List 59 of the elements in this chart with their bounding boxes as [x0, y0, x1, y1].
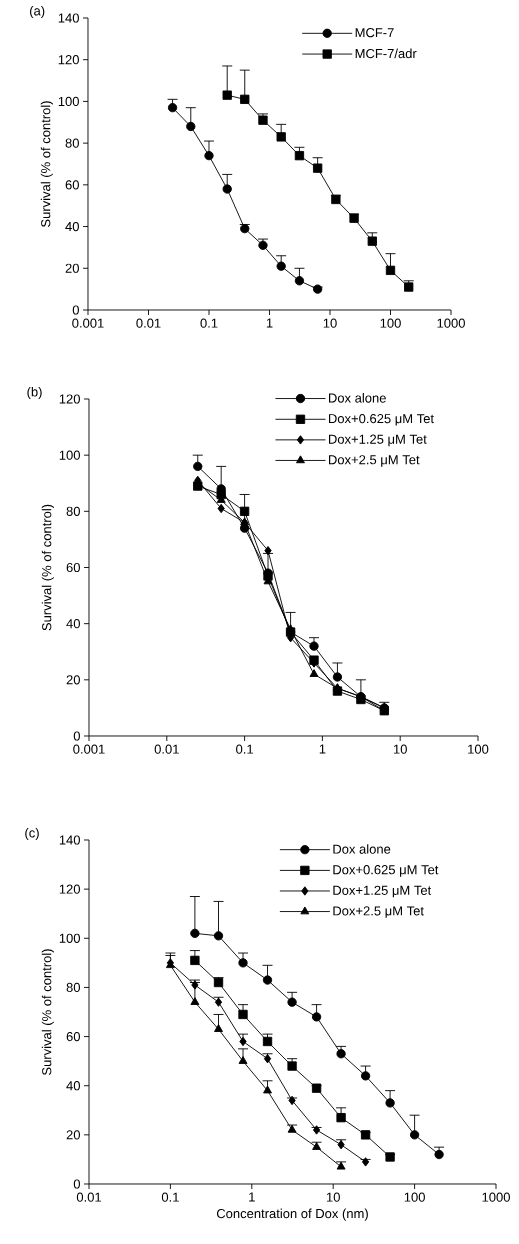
chart-title: (b)	[27, 386, 42, 400]
legend-label: MCF-7	[355, 28, 394, 38]
legend-label: Dox+0.625 μM Tet	[329, 414, 434, 426]
x-tick-label: 100	[468, 744, 489, 754]
x-tick-label: 0.1	[236, 744, 254, 754]
y-axis-title: Survival (% of control)	[41, 949, 54, 1075]
x-tick-label: 0.001	[73, 744, 105, 754]
y-tick-label: 0	[73, 1179, 80, 1189]
x-axis-title: Concentration of Dox (nm)	[216, 1208, 368, 1221]
legend-label: Dox+2.5 μM Tet	[329, 455, 420, 467]
y-tick-label: 60	[66, 562, 80, 573]
x-tick-label: 1000	[437, 318, 465, 328]
x-tick-label: 0.01	[136, 318, 161, 328]
x-tick-label: 1	[266, 318, 273, 328]
x-tick-label: 10	[323, 318, 337, 328]
legend-label: Dox+1.25 μM Tet	[329, 434, 427, 447]
y-tick-label: 120	[58, 55, 79, 65]
x-tick-label: 0.1	[200, 318, 218, 328]
x-tick-label: 10	[326, 1192, 340, 1202]
legend-label: Dox+0.625 μM Tet	[333, 865, 439, 877]
y-tick-label: 20	[66, 1130, 80, 1140]
x-tick-label: 100	[380, 318, 401, 328]
x-tick-label: 1	[319, 744, 326, 754]
y-tick-label: 100	[59, 933, 80, 943]
x-tick-label: 1	[249, 1192, 255, 1202]
y-tick-label: 80	[66, 506, 80, 516]
y-tick-label: 140	[58, 13, 79, 23]
y-tick-label: 80	[65, 138, 79, 148]
legend-label: Dox alone	[329, 393, 386, 403]
y-tick-label: 20	[65, 263, 79, 273]
y-tick-label: 40	[66, 1081, 80, 1091]
x-tick-label: 100	[404, 1192, 425, 1202]
y-tick-label: 40	[66, 619, 80, 629]
y-tick-label: 40	[65, 221, 79, 232]
x-tick-label: 0.01	[76, 1192, 102, 1202]
chart-title: (c)	[25, 827, 39, 841]
x-tick-label: 0.01	[154, 744, 179, 754]
y-tick-label: 60	[66, 1031, 80, 1042]
y-tick-label: 80	[66, 982, 80, 993]
y-tick-label: 120	[59, 884, 80, 894]
y-tick-label: 60	[65, 180, 79, 190]
y-tick-label: 20	[66, 675, 80, 685]
y-axis-title: Survival (% of control)	[41, 504, 54, 631]
chart-title: (a)	[30, 5, 45, 19]
y-tick-label: 100	[59, 450, 80, 460]
y-tick-label: 140	[59, 835, 80, 845]
legend-label: Dox alone	[333, 844, 391, 854]
y-tick-label: 0	[72, 305, 79, 315]
x-tick-label: 1000	[482, 1192, 510, 1202]
y-tick-label: 100	[58, 96, 79, 107]
x-tick-label: 0.001	[72, 318, 104, 328]
legend-label: MCF-7/adr	[355, 48, 417, 59]
x-tick-label: 10	[393, 744, 407, 754]
legend-label: Dox+2.5 μM Tet	[333, 906, 424, 918]
legend-label: Dox+1.25 μM Tet	[333, 885, 432, 898]
x-tick-label: 0.1	[161, 1192, 179, 1202]
y-tick-label: 0	[73, 731, 80, 741]
y-axis-title: Survival (% of control)	[40, 101, 53, 227]
y-tick-label: 120	[59, 394, 80, 404]
